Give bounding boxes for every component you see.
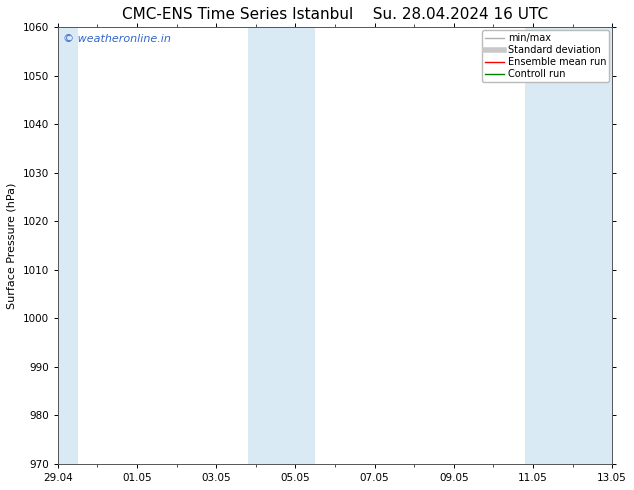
Text: © weatheronline.in: © weatheronline.in bbox=[63, 34, 171, 44]
Bar bbox=[525, 27, 632, 464]
Y-axis label: Surface Pressure (hPa): Surface Pressure (hPa) bbox=[7, 182, 17, 309]
Legend: min/max, Standard deviation, Ensemble mean run, Controll run: min/max, Standard deviation, Ensemble me… bbox=[482, 30, 609, 82]
Bar bbox=[248, 27, 315, 464]
Bar bbox=[54, 27, 77, 464]
Title: CMC-ENS Time Series Istanbul    Su. 28.04.2024 16 UTC: CMC-ENS Time Series Istanbul Su. 28.04.2… bbox=[122, 7, 548, 22]
